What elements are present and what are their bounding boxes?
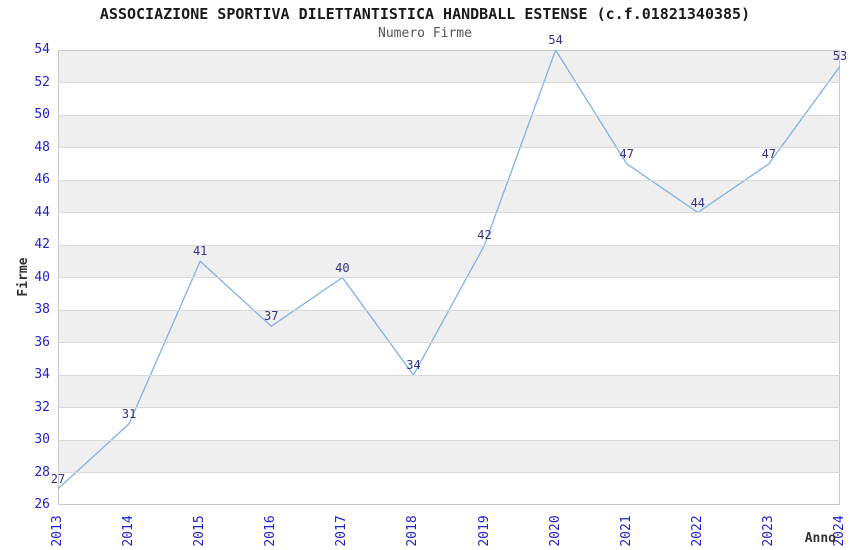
x-axis-title: Anno [804, 531, 836, 546]
gridline-y-38 [58, 309, 840, 311]
gridline-y-32 [58, 407, 840, 408]
gridline-y-50 [58, 114, 840, 116]
gridline-y-36 [58, 342, 840, 343]
point-label-2024: 53 [832, 49, 848, 64]
y-tick-30: 30 [34, 432, 50, 447]
plot-area [58, 50, 840, 505]
gridline-y-34 [58, 374, 840, 376]
point-label-2015: 41 [192, 244, 208, 259]
point-label-2022: 44 [690, 195, 706, 210]
point-label-2020: 54 [548, 33, 563, 47]
point-label-2014: 31 [121, 406, 137, 421]
gridline-y-40 [58, 277, 840, 278]
x-tick-2018: 2018 [405, 515, 421, 547]
point-label-2013: 27 [50, 471, 66, 486]
x-tick-2015: 2015 [192, 515, 208, 547]
gridline-y-52 [58, 82, 840, 83]
x-tick-2019: 2019 [476, 515, 492, 547]
y-tick-26: 26 [34, 497, 50, 512]
y-tick-50: 50 [34, 107, 50, 122]
gridline-y-44 [58, 212, 840, 213]
y-tick-44: 44 [34, 204, 50, 220]
x-tick-2022: 2022 [689, 515, 705, 547]
y-tick-28: 28 [34, 464, 50, 480]
point-label-2018: 34 [406, 358, 421, 372]
x-tick-2017: 2017 [334, 515, 350, 547]
gridline-y-46 [58, 179, 840, 181]
y-tick-38: 38 [34, 302, 50, 317]
y-tick-40: 40 [34, 269, 50, 285]
y-axis-title: Firme [16, 257, 31, 297]
y-tick-54: 54 [34, 42, 50, 57]
gridline-y-42 [58, 244, 840, 246]
x-tick-2016: 2016 [263, 515, 279, 547]
y-tick-48: 48 [34, 139, 50, 155]
y-tick-32: 32 [34, 399, 50, 415]
point-label-2016: 37 [264, 309, 279, 324]
y-tick-34: 34 [34, 367, 50, 382]
x-tick-2013: 2013 [50, 515, 65, 547]
y-tick-36: 36 [34, 334, 50, 350]
point-label-2019: 42 [477, 228, 492, 242]
x-tick-2021: 2021 [618, 515, 634, 547]
gridline-y-48 [58, 147, 840, 148]
gridline-y-28 [58, 472, 840, 473]
y-tick-42: 42 [34, 237, 50, 252]
chart-title: ASSOCIAZIONE SPORTIVA DILETTANTISTICA HA… [99, 5, 751, 23]
series-line [58, 50, 840, 490]
point-label-2021: 47 [619, 146, 634, 161]
chart-subtitle: Numero Firme [378, 26, 472, 41]
point-label-2023: 47 [761, 146, 777, 161]
x-tick-2014: 2014 [121, 515, 137, 547]
point-label-2017: 40 [335, 260, 350, 275]
y-tick-46: 46 [34, 172, 50, 187]
gridline-y-30 [58, 439, 840, 441]
y-tick-52: 52 [34, 74, 50, 90]
x-tick-2020: 2020 [547, 515, 563, 547]
